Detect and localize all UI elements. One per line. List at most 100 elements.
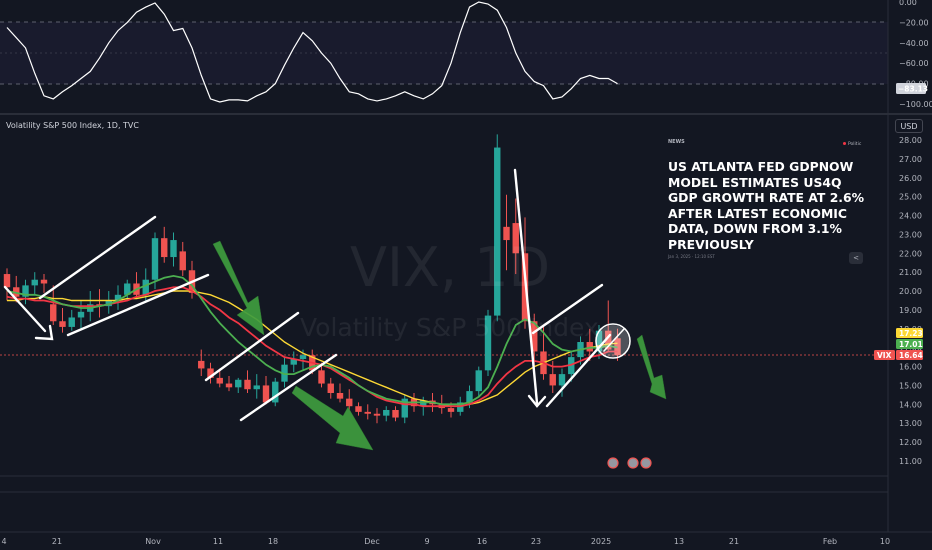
oscillator-tick-label: −20.00 xyxy=(899,18,929,27)
economic-event-flag-icon[interactable] xyxy=(627,457,639,469)
oscillator-band xyxy=(0,22,888,84)
green-arrow-3 xyxy=(636,334,667,400)
price-tick-label: 28.00 xyxy=(899,136,922,145)
candle-body xyxy=(355,406,362,412)
candle-body xyxy=(151,238,159,280)
news-headline: US ATLANTA FED GDPNOW MODEL ESTIMATES US… xyxy=(668,159,865,252)
candle-body xyxy=(262,385,270,403)
candle-body xyxy=(346,398,353,407)
channel-line-1b xyxy=(66,273,210,337)
price-tick-label: 22.00 xyxy=(899,249,922,258)
candle-body xyxy=(475,370,482,392)
time-tick-label: 9 xyxy=(424,537,429,546)
oscillator-line xyxy=(6,1,618,103)
candle-body xyxy=(31,279,38,286)
oscillator-tick-label: −100.00 xyxy=(899,100,932,109)
candle-body xyxy=(272,381,279,403)
candle-body xyxy=(3,274,11,288)
candle-body xyxy=(447,408,455,412)
price-label-box xyxy=(896,328,923,338)
time-tick-label: 23 xyxy=(531,537,541,546)
time-axis[interactable]: 4 21 Nov 11 18 Dec 9 16 23 2025 13 21 Feb 10 xyxy=(1,537,890,546)
candle-body xyxy=(549,374,556,386)
candle-body xyxy=(68,317,75,327)
price-tick-label: 25.00 xyxy=(899,193,922,202)
price-tick-label: 16.00 xyxy=(899,363,922,372)
candle-body xyxy=(494,147,501,316)
channel-line-3a xyxy=(531,283,604,335)
candle-body xyxy=(225,383,233,388)
candle-body xyxy=(595,330,603,352)
symbol-watermark: VIX, 1D xyxy=(350,236,551,299)
price-axis[interactable]: 28.00 27.00 26.00 25.00 24.00 23.00 22.00 21.00… xyxy=(899,136,922,466)
chart-title[interactable]: Volatility S&P 500 Index, 1D, TVC xyxy=(6,121,139,130)
time-tick-label: 21 xyxy=(52,537,62,546)
candle-body xyxy=(105,300,112,307)
candle-body xyxy=(531,321,538,352)
price-label-box xyxy=(896,350,923,360)
economic-event-flag-icon[interactable] xyxy=(640,457,652,469)
price-tick-label: 15.00 xyxy=(899,381,922,390)
candle-body xyxy=(40,279,48,284)
candle-body xyxy=(244,379,251,390)
channel-line-2b xyxy=(239,353,338,422)
economic-event-flag-icon[interactable] xyxy=(607,457,619,469)
candle-body xyxy=(558,374,566,386)
oscillator-tick-label: −60.00 xyxy=(899,59,929,68)
time-tick-label: 2025 xyxy=(591,537,611,546)
candle-body xyxy=(466,391,473,403)
candle-body xyxy=(503,226,510,241)
candle-body xyxy=(420,400,427,407)
candle-body xyxy=(253,385,260,390)
oscillator-label-text: −83.13 xyxy=(898,85,928,94)
price-tick-label: 23.00 xyxy=(899,230,922,239)
candle-body xyxy=(216,377,223,384)
price-label-text: 17.01 xyxy=(899,340,923,349)
highlight-fill xyxy=(597,325,629,357)
channel-line-2a xyxy=(204,311,300,382)
price-label-text: VIX xyxy=(877,351,892,360)
annotations xyxy=(3,168,631,422)
candle-body xyxy=(457,402,464,412)
candle-body xyxy=(179,251,186,271)
time-tick-label: 10 xyxy=(880,537,890,546)
candle-body xyxy=(142,279,149,295)
price-tick-label: 11.00 xyxy=(899,457,922,466)
green-arrow-2 xyxy=(291,385,374,451)
price-tick-label: 19.00 xyxy=(899,306,922,315)
time-tick-label: Nov xyxy=(145,537,161,546)
time-tick-label: Dec xyxy=(364,537,379,546)
candle-body xyxy=(77,311,85,318)
share-icon[interactable]: < xyxy=(849,252,863,264)
name-watermark: Volatility S&P 500 Index xyxy=(300,313,599,342)
oscillator-label-box xyxy=(896,83,926,94)
price-tick-label: 21.00 xyxy=(899,268,922,277)
channel-line-3b xyxy=(545,333,612,408)
green-arrows xyxy=(212,240,667,451)
candle-body xyxy=(383,409,390,416)
channel-line-1a xyxy=(38,215,157,300)
event-markers[interactable] xyxy=(607,457,652,469)
candle-body xyxy=(327,383,334,393)
annotation-spike-line xyxy=(513,168,539,405)
price-tick-label: 13.00 xyxy=(899,419,922,428)
oscillator-tick-label: −40.00 xyxy=(899,39,929,48)
candle-body xyxy=(586,342,593,352)
candle-body xyxy=(484,315,492,371)
time-tick-label: 21 xyxy=(729,537,739,546)
candle-body xyxy=(318,370,325,384)
time-tick-label: 13 xyxy=(674,537,684,546)
price-label-box xyxy=(874,350,895,360)
currency-button[interactable]: USD xyxy=(895,119,923,133)
candle-body xyxy=(198,360,205,369)
news-tag-dot-icon xyxy=(843,142,846,145)
candle-body xyxy=(114,294,122,301)
oscillator-value-label: −83.13 xyxy=(896,83,928,94)
annotation-drop-line xyxy=(3,285,47,333)
highlight-circle xyxy=(595,323,631,359)
candle-body xyxy=(512,223,519,254)
time-tick-label: 16 xyxy=(477,537,487,546)
oscillator-pane xyxy=(0,1,888,103)
candle-body xyxy=(170,240,177,258)
